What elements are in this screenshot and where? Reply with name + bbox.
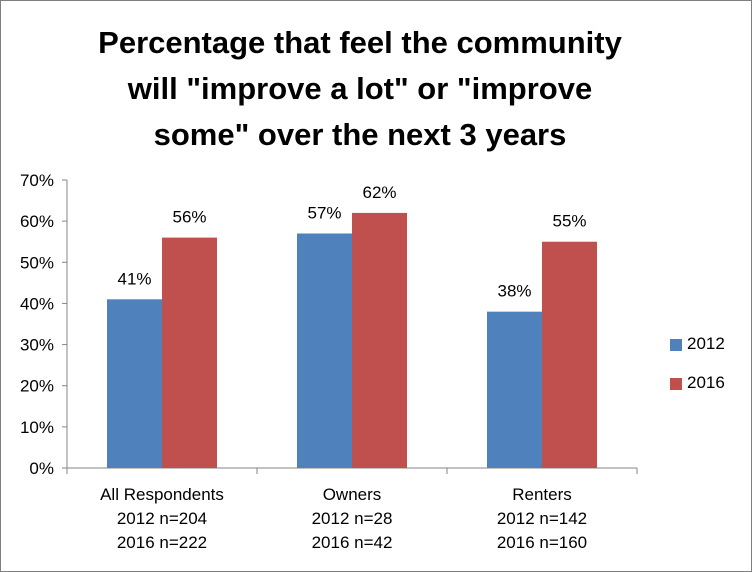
chart-title: Percentage that feel the community will … [60,20,660,158]
category-label: All Respondents [100,485,224,504]
bar-2012 [487,311,542,468]
y-tick-label: 20% [20,377,54,396]
y-tick-label: 60% [20,212,54,231]
bar-2012 [297,233,352,468]
chart-title-line-1: Percentage that feel the community [98,25,622,60]
y-tick-label: 40% [20,294,54,313]
y-tick-label: 0% [29,459,54,478]
data-label-2012: 41% [117,269,151,288]
category-label: 2016 n=160 [497,533,587,552]
chart-title-line-3: some" over the next 3 years [153,117,567,152]
legend: 2012 2016 [670,334,750,412]
category-label: 2016 n=42 [312,533,393,552]
category-label: 2012 n=142 [497,509,587,528]
legend-label-2016: 2016 [687,373,725,392]
category-label: Renters [512,485,572,504]
legend-label-2012: 2012 [687,334,725,353]
legend-swatch-2012 [670,339,682,351]
legend-swatch-2016 [670,378,682,390]
chart-title-line-2: will "improve a lot" or "improve [127,71,593,106]
data-label-2016: 55% [552,212,586,231]
y-tick-label: 50% [20,253,54,272]
y-tick-label: 70% [20,171,54,190]
y-tick-label: 30% [20,336,54,355]
bar-2016 [542,241,597,468]
bar-2012 [107,299,162,468]
category-label: 2012 n=204 [117,509,207,528]
legend-item-2016: 2016 [670,373,750,393]
category-label: 2012 n=28 [312,509,393,528]
data-label-2012: 38% [497,282,531,301]
legend-item-2012: 2012 [670,334,750,354]
category-label: 2016 n=222 [117,533,207,552]
bar-2016 [162,237,217,468]
category-label: Owners [323,485,382,504]
bar-2016 [352,212,407,468]
data-label-2012: 57% [307,203,341,222]
y-tick-label: 10% [20,418,54,437]
data-label-2016: 56% [172,208,206,227]
data-label-2016: 62% [362,183,396,202]
